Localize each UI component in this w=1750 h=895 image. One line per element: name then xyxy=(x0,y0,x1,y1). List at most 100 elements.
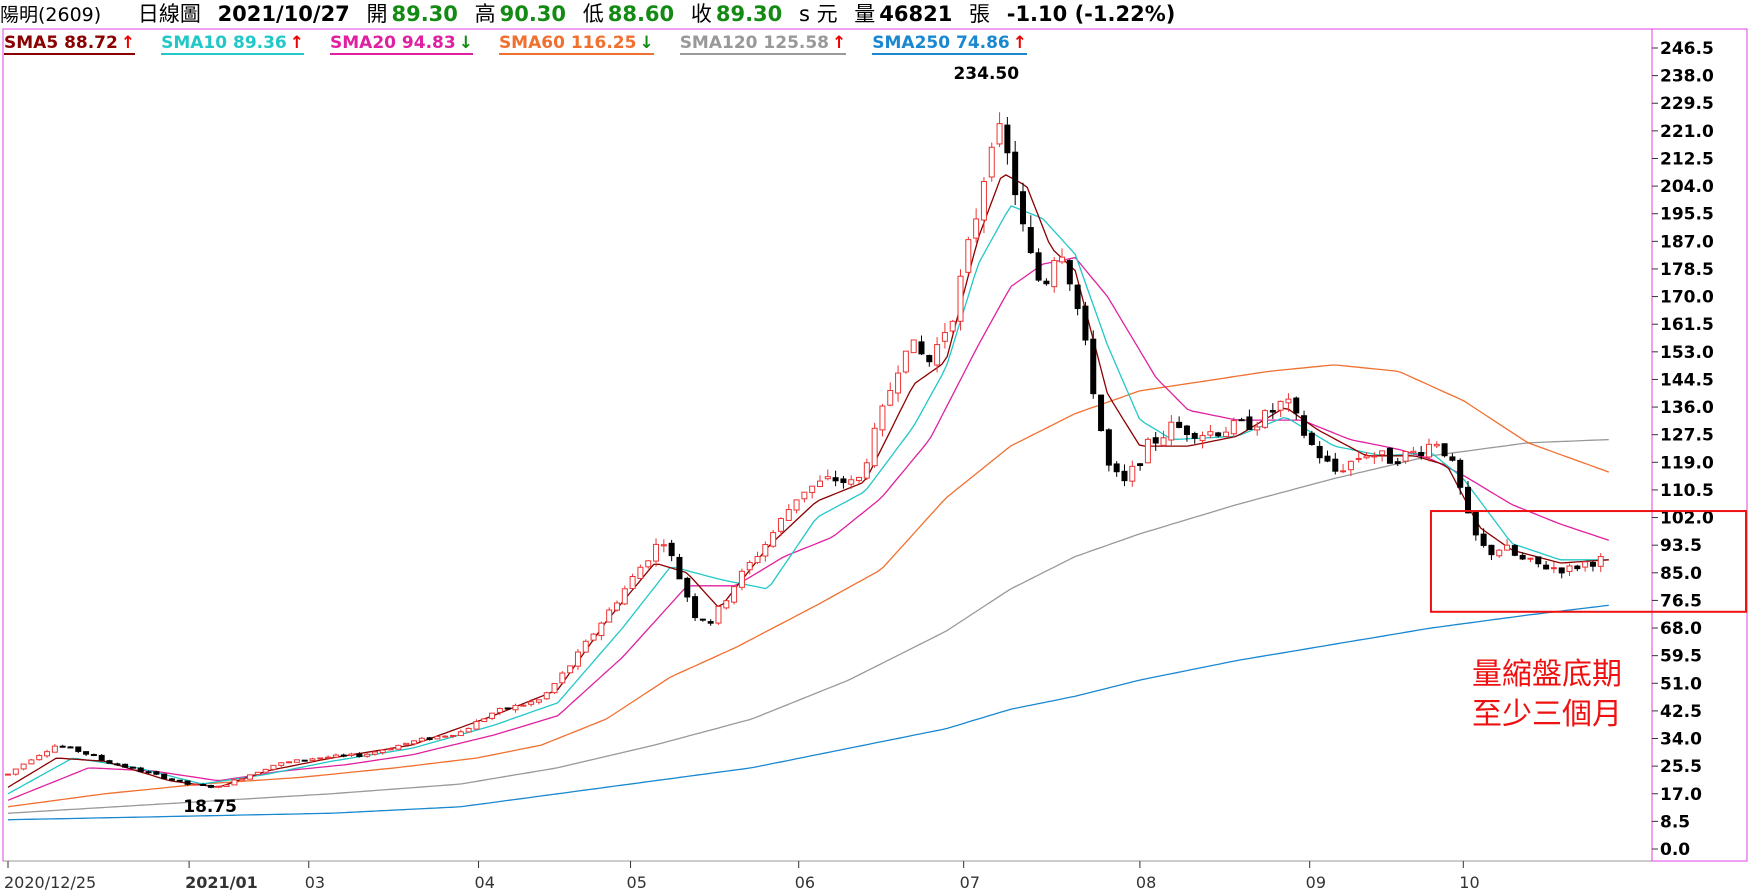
candle-down xyxy=(707,619,714,626)
candle-body xyxy=(934,344,941,366)
candle-body xyxy=(574,651,581,667)
candle-body xyxy=(1168,421,1175,441)
candle-body xyxy=(1035,252,1042,281)
x-tick-label: 09 xyxy=(1306,873,1326,892)
candle-body xyxy=(1574,565,1581,570)
candle-down xyxy=(1191,431,1198,444)
ma-legend: SMA5 88.72 ↑ SMA10 89.36 ↑ SMA20 94.83 ↓ SMA60… xyxy=(4,33,1053,55)
candle-up xyxy=(442,735,449,738)
candle-body xyxy=(1496,549,1503,557)
candle-down xyxy=(1137,462,1144,471)
candle-up xyxy=(348,752,355,758)
candle-body xyxy=(231,779,238,786)
chart-type-label[interactable]: 日線圖 xyxy=(137,2,201,26)
candle-down xyxy=(1558,567,1565,579)
ma-legend-sma120[interactable]: SMA120 125.58 ↑ xyxy=(679,33,847,55)
high-value: 90.30 xyxy=(499,2,567,26)
candle-up xyxy=(980,177,987,234)
candle-down xyxy=(1246,409,1253,431)
ma-legend-sma5[interactable]: SMA5 88.72 ↑ xyxy=(4,33,136,55)
close-label: 收 xyxy=(690,2,712,26)
candle-down xyxy=(1543,561,1550,570)
candle-up xyxy=(1371,452,1378,464)
y-tick-label: 144.5 xyxy=(1660,370,1714,390)
y-tick-label: 59.5 xyxy=(1660,647,1702,667)
candle-body xyxy=(340,754,347,757)
candle-up xyxy=(215,785,222,789)
candle-body xyxy=(567,665,574,674)
candle-up xyxy=(481,717,488,723)
y-tick-label: 246.5 xyxy=(1660,39,1714,59)
candle-up xyxy=(51,744,58,753)
candle-body xyxy=(1121,470,1128,482)
candle-body xyxy=(270,764,277,770)
candle-down xyxy=(676,553,683,580)
candle-body xyxy=(715,605,722,624)
low-label: 低 xyxy=(582,2,604,26)
candle-body xyxy=(1066,260,1073,285)
candle-down xyxy=(1386,447,1393,464)
candle-up xyxy=(809,485,816,499)
candle-body xyxy=(293,759,300,763)
candle-up xyxy=(1285,393,1292,412)
candle-down xyxy=(1324,450,1331,463)
ma-legend-text: SMA120 125.58 xyxy=(679,33,830,53)
candle-up xyxy=(934,337,941,373)
candle-up xyxy=(293,759,300,763)
y-tick-label: 212.5 xyxy=(1660,149,1714,169)
y-tick-label: 76.5 xyxy=(1660,591,1702,611)
candle-body xyxy=(387,748,394,751)
candle-down xyxy=(1066,259,1073,291)
candle-up xyxy=(36,754,43,761)
candle-body xyxy=(613,602,620,611)
candle-body xyxy=(676,556,683,580)
candle-body xyxy=(1207,431,1214,436)
candle-body xyxy=(1535,556,1542,565)
candle-body xyxy=(504,707,511,710)
y-tick-label: 93.5 xyxy=(1660,536,1702,556)
candle-body xyxy=(1340,470,1347,473)
candle-body xyxy=(426,737,433,741)
candle-body xyxy=(317,757,324,760)
ma-legend-sma20[interactable]: SMA20 94.83 ↓ xyxy=(330,33,473,55)
candle-body xyxy=(371,751,378,755)
candle-body xyxy=(207,785,214,788)
candle-up xyxy=(653,538,660,567)
candle-body xyxy=(1230,420,1237,435)
quote-date: 2021/10/27 xyxy=(217,2,350,26)
candle-body xyxy=(629,575,636,589)
candle-down xyxy=(1308,430,1315,446)
candle-down xyxy=(340,753,347,758)
candle-down xyxy=(1519,552,1526,561)
ma-legend-sma250[interactable]: SMA250 74.86 ↑ xyxy=(872,33,1028,55)
candle-down xyxy=(1293,396,1300,420)
candle-body xyxy=(1301,415,1308,436)
candle-up xyxy=(1262,409,1269,430)
candle-up xyxy=(645,560,652,569)
candle-body xyxy=(5,773,11,776)
candle-up xyxy=(949,319,956,335)
candle-up xyxy=(1527,557,1534,563)
y-tick-label: 195.5 xyxy=(1660,205,1714,225)
sma60-line xyxy=(7,364,1610,808)
candle-body xyxy=(1371,455,1378,458)
candle-down xyxy=(926,354,933,367)
ma-legend-sma10[interactable]: SMA10 89.36 ↑ xyxy=(161,33,305,55)
ma-legend-text: SMA250 74.86 xyxy=(872,33,1010,53)
candle-up xyxy=(473,719,480,730)
candle-body xyxy=(770,532,777,547)
candle-body xyxy=(1465,486,1472,514)
candle-down xyxy=(98,754,105,762)
candle-body xyxy=(1269,410,1276,413)
candle-up xyxy=(895,365,902,402)
candle-down xyxy=(114,762,121,766)
candle-body xyxy=(988,146,995,178)
candle-body xyxy=(895,372,902,394)
candle-up xyxy=(1207,424,1214,439)
candle-up xyxy=(44,749,51,758)
ma-legend-text: SMA10 89.36 xyxy=(161,33,287,53)
ma-legend-sma60[interactable]: SMA60 116.25 ↓ xyxy=(498,33,654,55)
candle-body xyxy=(1363,455,1370,459)
candle-up xyxy=(1254,421,1261,436)
annotation-line-1: 量縮盤底期 xyxy=(1472,657,1622,692)
